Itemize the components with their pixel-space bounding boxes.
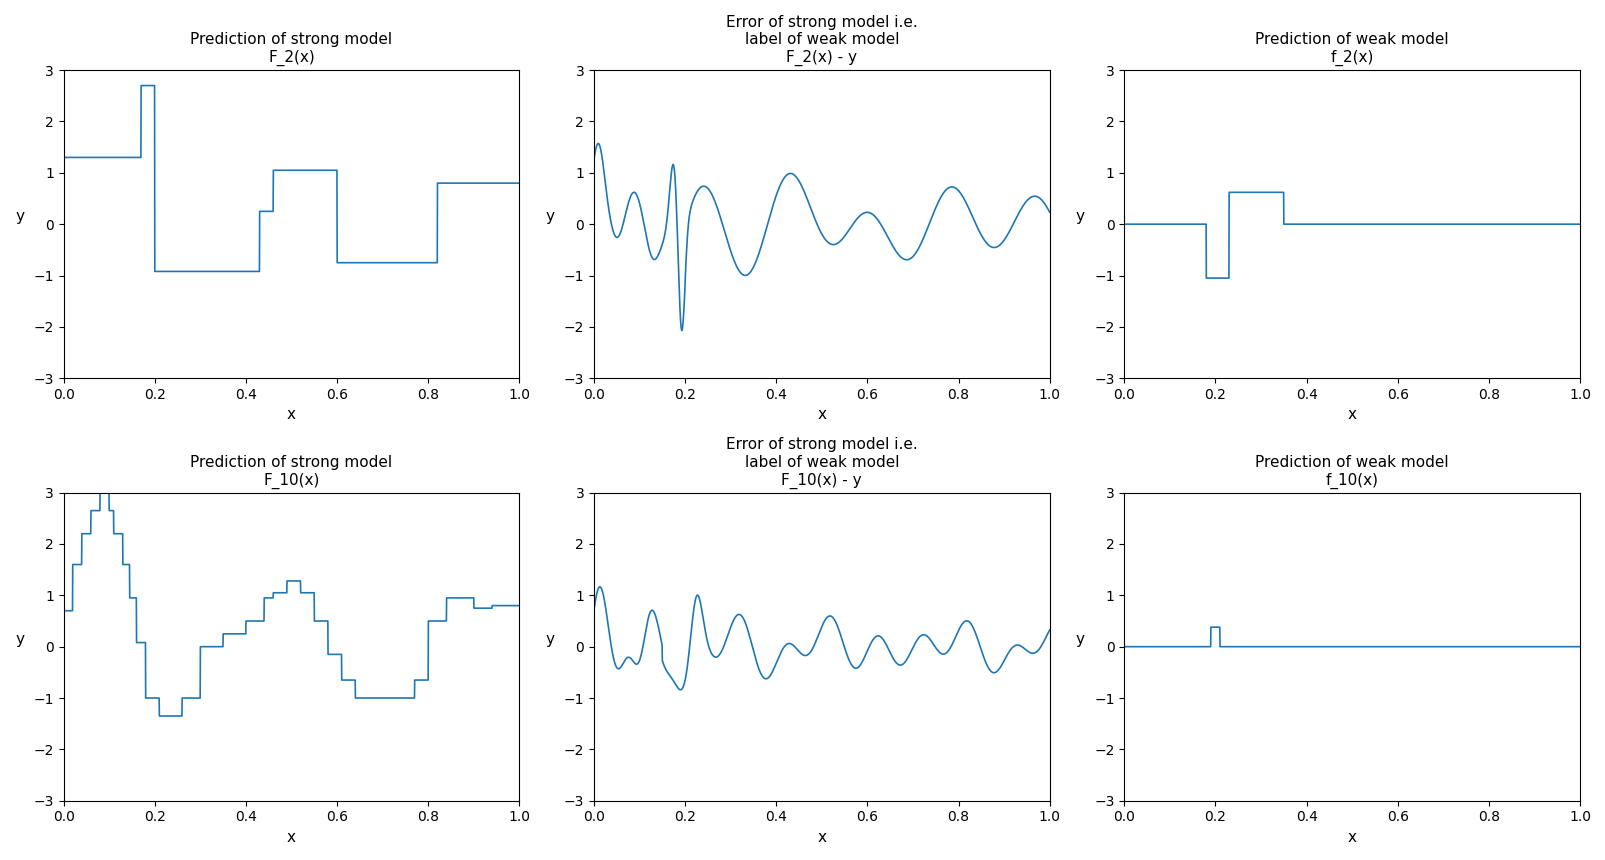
Y-axis label: y: y xyxy=(546,209,554,224)
Title: Error of strong model i.e.
label of weak model
F_2(x) - y: Error of strong model i.e. label of weak… xyxy=(725,15,916,66)
X-axis label: x: x xyxy=(817,408,827,422)
Y-axis label: y: y xyxy=(14,209,24,224)
Title: Prediction of strong model
F_10(x): Prediction of strong model F_10(x) xyxy=(191,455,392,488)
X-axis label: x: x xyxy=(1347,830,1356,845)
Title: Prediction of weak model
f_2(x): Prediction of weak model f_2(x) xyxy=(1255,33,1448,66)
X-axis label: x: x xyxy=(287,830,295,845)
X-axis label: x: x xyxy=(287,408,295,422)
Y-axis label: y: y xyxy=(546,632,554,647)
Title: Error of strong model i.e.
label of weak model
F_10(x) - y: Error of strong model i.e. label of weak… xyxy=(725,438,916,488)
Y-axis label: y: y xyxy=(1075,209,1083,224)
Y-axis label: y: y xyxy=(14,632,24,647)
Y-axis label: y: y xyxy=(1075,632,1083,647)
X-axis label: x: x xyxy=(817,830,827,845)
Title: Prediction of strong model
F_2(x): Prediction of strong model F_2(x) xyxy=(191,33,392,66)
X-axis label: x: x xyxy=(1347,408,1356,422)
Title: Prediction of weak model
f_10(x): Prediction of weak model f_10(x) xyxy=(1255,455,1448,488)
